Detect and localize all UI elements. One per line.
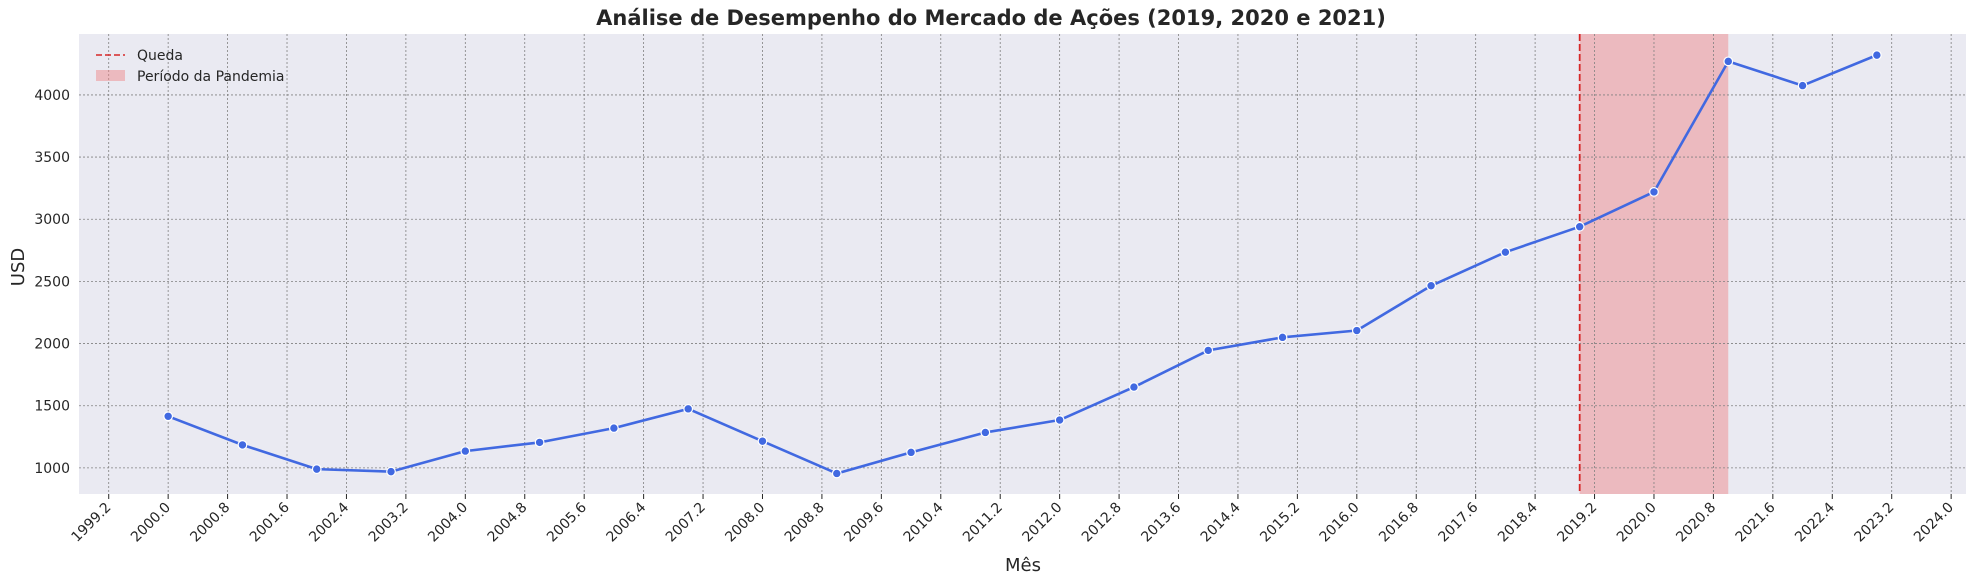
x-tick-label: 2016.0	[1317, 500, 1363, 546]
x-tick-label: 2018.4	[1495, 499, 1541, 545]
x-axis-label: Mês	[1005, 555, 1041, 576]
data-point	[237, 439, 248, 450]
data-point	[1426, 280, 1437, 291]
data-point	[1574, 221, 1585, 232]
x-tick-label: 2009.6	[841, 499, 887, 545]
x-tick-label: 2014.4	[1198, 499, 1244, 545]
x-tick-label: 2012.8	[1079, 500, 1125, 546]
series-layer	[163, 50, 1882, 479]
data-point	[1871, 50, 1882, 61]
x-tick-label: 2000.8	[187, 500, 233, 546]
data-point	[1054, 415, 1065, 425]
data-point	[980, 427, 991, 438]
x-tick-label: 2004.0	[425, 500, 471, 546]
x-tick-label: 2022.4	[1792, 499, 1838, 545]
legend-pandemic-label: Período da Pandemia	[137, 69, 284, 85]
y-tick-label: 3500	[34, 150, 70, 166]
data-point	[1723, 56, 1734, 67]
x-tick-label: 2020.8	[1673, 500, 1719, 546]
x-tick-label: 2012.0	[1020, 500, 1066, 546]
y-tick-label: 3000	[34, 212, 70, 228]
x-tick-label: 2021.6	[1733, 499, 1779, 545]
y-tick-label: 2000	[34, 337, 70, 353]
x-tick-label: 2000.0	[128, 500, 174, 546]
data-point	[831, 468, 842, 479]
x-tick-label: 2005.6	[544, 499, 590, 545]
data-point	[757, 436, 768, 447]
data-point	[1203, 345, 1214, 356]
grid-layer	[79, 34, 1966, 494]
data-point	[1351, 325, 1362, 336]
data-point	[534, 437, 545, 448]
x-tick-label: 2016.8	[1376, 500, 1422, 546]
data-point	[386, 466, 396, 477]
data-point	[906, 447, 916, 458]
data-point	[1277, 332, 1288, 343]
data-point	[1649, 186, 1659, 197]
y-tick-label: 1500	[34, 399, 70, 415]
data-point	[608, 423, 619, 434]
x-tick-layer: 1999.2 2000.0 2000.8 2001.6 2002.4 2003.2 2004…	[69, 494, 1957, 545]
data-point	[163, 411, 174, 422]
x-tick-label: 2006.4	[603, 499, 649, 545]
x-tick-label: 2013.6	[1138, 499, 1184, 545]
plot-background	[79, 34, 1966, 494]
x-tick-label: 2015.2	[1257, 500, 1303, 546]
data-point	[1500, 247, 1511, 258]
legend-pandemic-swatch	[96, 70, 125, 81]
x-tick-label: 2004.8	[485, 500, 531, 546]
x-tick-label: 2024.0	[1911, 500, 1957, 546]
x-tick-label: 2003.2	[366, 500, 412, 546]
chart-title: Análise de Desempenho do Mercado de Açõe…	[596, 6, 1386, 30]
y-tick-label: 2500	[34, 274, 70, 290]
x-tick-label: 2017.6	[1436, 499, 1482, 545]
x-tick-label: 2008.0	[722, 500, 768, 546]
x-tick-label: 2010.4	[901, 499, 947, 545]
data-point	[1129, 382, 1139, 392]
legend-crash-label: Queda	[137, 48, 183, 64]
x-tick-label: 2019.2	[1554, 500, 1600, 546]
y-tick-label: 1000	[34, 461, 70, 477]
x-tick-label: 2002.4	[306, 499, 352, 545]
x-tick-label: 1999.2	[69, 500, 115, 546]
x-tick-label: 2007.2	[663, 500, 709, 546]
x-tick-label: 2011.2	[960, 500, 1006, 546]
data-point	[460, 446, 471, 457]
series-line	[167, 53, 1878, 475]
data-point	[1797, 80, 1808, 91]
y-axis-label: USD	[8, 248, 29, 286]
data-point	[311, 464, 322, 475]
y-tick-layer: 1000 1500 2000 2500 3000 3500 4000	[34, 88, 70, 477]
x-tick-label: 2008.8	[782, 500, 828, 546]
legend: Queda Período da Pandemia	[96, 48, 284, 85]
data-point	[683, 403, 694, 414]
x-tick-label: 2020.0	[1614, 500, 1660, 546]
x-tick-label: 2023.2	[1852, 500, 1898, 546]
x-tick-label: 2001.6	[247, 499, 293, 545]
y-tick-label: 4000	[34, 88, 70, 104]
